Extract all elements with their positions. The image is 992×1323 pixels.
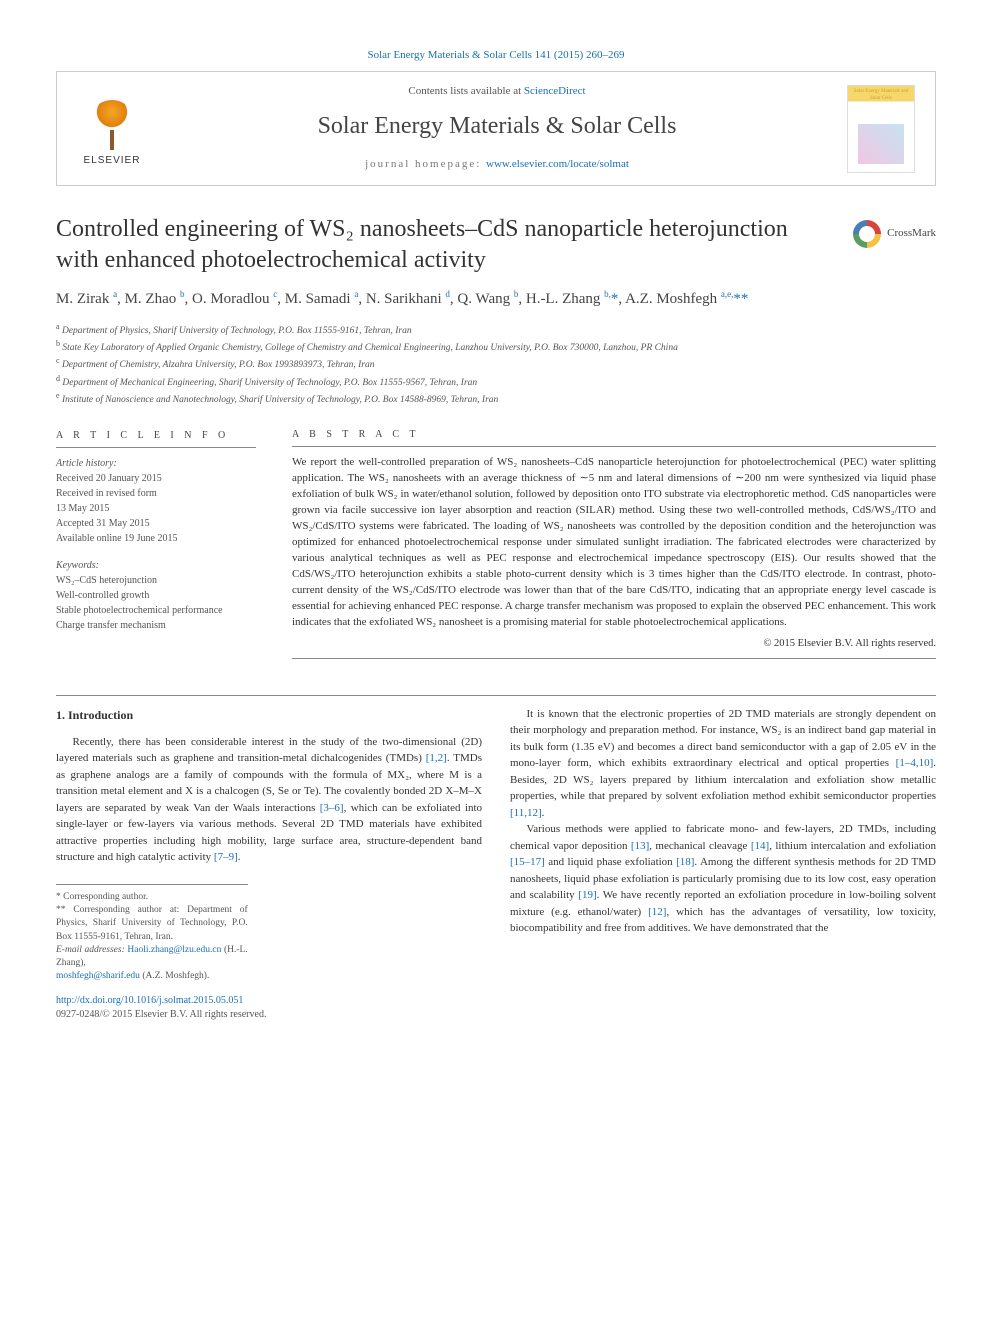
history-line: Accepted 31 May 2015 (56, 516, 256, 531)
history-line: Received in revised form (56, 486, 256, 501)
abstract-text: We report the well-controlled preparatio… (292, 455, 936, 630)
keyword-line: WS₂–CdS heterojunction (56, 573, 256, 588)
keyword-line: Stable photoelectrochemical performance (56, 603, 256, 618)
article-info-column: A R T I C L E I N F O Article history: R… (56, 428, 256, 667)
sciencedirect-link[interactable]: ScienceDirect (524, 85, 586, 97)
article-info-heading: A R T I C L E I N F O (56, 428, 256, 443)
affiliations: a Department of Physics, Sharif Universi… (56, 321, 936, 408)
authors-line: M. Zirak a, M. Zhao b, O. Moradlou c, M.… (56, 288, 936, 311)
intro-para-1: Recently, there has been considerable in… (56, 734, 482, 866)
footnotes: * Corresponding author. ** Corresponding… (56, 884, 248, 984)
crossmark-label: CrossMark (887, 226, 936, 241)
homepage-prefix: journal homepage: (365, 158, 486, 170)
intro-para-2: It is known that the electronic properti… (510, 706, 936, 822)
history-line: Received 20 January 2015 (56, 471, 256, 486)
email-2-name: (A.Z. Moshfegh). (140, 971, 209, 981)
history-label: Article history: (56, 456, 256, 471)
issn-line: 0927-0248/© 2015 Elsevier B.V. All right… (56, 1008, 936, 1022)
journal-name: Solar Energy Materials & Solar Cells (147, 110, 847, 144)
elsevier-logo: ELSEVIER (77, 90, 147, 168)
history-line: Available online 19 June 2015 (56, 531, 256, 546)
intro-para-3: Various methods were applied to fabricat… (510, 821, 936, 937)
section-1-heading: 1. Introduction (56, 706, 482, 724)
email-addresses: E-mail addresses: Haoli.zhang@lzu.edu.cn… (56, 944, 248, 984)
email-label: E-mail addresses: (56, 945, 127, 955)
abstract-copyright: © 2015 Elsevier B.V. All rights reserved… (292, 636, 936, 651)
contents-prefix: Contents lists available at (408, 85, 523, 97)
abstract-column: A B S T R A C T We report the well-contr… (292, 428, 936, 667)
corr-author-2: ** Corresponding author at: Department o… (56, 904, 248, 944)
email-link-2[interactable]: moshfegh@sharif.edu (56, 971, 140, 981)
elsevier-text: ELSEVIER (84, 154, 141, 168)
homepage-link[interactable]: www.elsevier.com/locate/solmat (486, 158, 629, 170)
history-line: 13 May 2015 (56, 501, 256, 516)
journal-header: ELSEVIER Contents lists available at Sci… (56, 71, 936, 185)
article-title: Controlled engineering of WS₂ nanosheets… (56, 214, 833, 276)
doi-link[interactable]: http://dx.doi.org/10.1016/j.solmat.2015.… (56, 995, 243, 1006)
crossmark-badge[interactable]: CrossMark (853, 220, 936, 248)
abstract-heading: A B S T R A C T (292, 428, 936, 443)
email-link-1[interactable]: Haoli.zhang@lzu.edu.cn (127, 945, 221, 955)
journal-cover-thumb: Solar Energy Materials and Solar Cells (847, 85, 915, 173)
keyword-line: Well-controlled growth (56, 588, 256, 603)
corr-author-1: * Corresponding author. (56, 891, 248, 904)
crossmark-icon (853, 220, 881, 248)
body-column-right: It is known that the electronic properti… (510, 706, 936, 984)
homepage-line: journal homepage: www.elsevier.com/locat… (147, 157, 847, 172)
section-rule (56, 695, 936, 696)
contents-line: Contents lists available at ScienceDirec… (147, 84, 847, 99)
elsevier-tree-icon (88, 100, 136, 150)
keywords-label: Keywords: (56, 558, 256, 573)
doi-line: http://dx.doi.org/10.1016/j.solmat.2015.… (56, 994, 936, 1008)
keyword-line: Charge transfer mechanism (56, 618, 256, 633)
top-citation-link[interactable]: Solar Energy Materials & Solar Cells 141… (367, 49, 624, 61)
top-citation: Solar Energy Materials & Solar Cells 141… (56, 48, 936, 63)
body-column-left: 1. Introduction Recently, there has been… (56, 706, 482, 984)
